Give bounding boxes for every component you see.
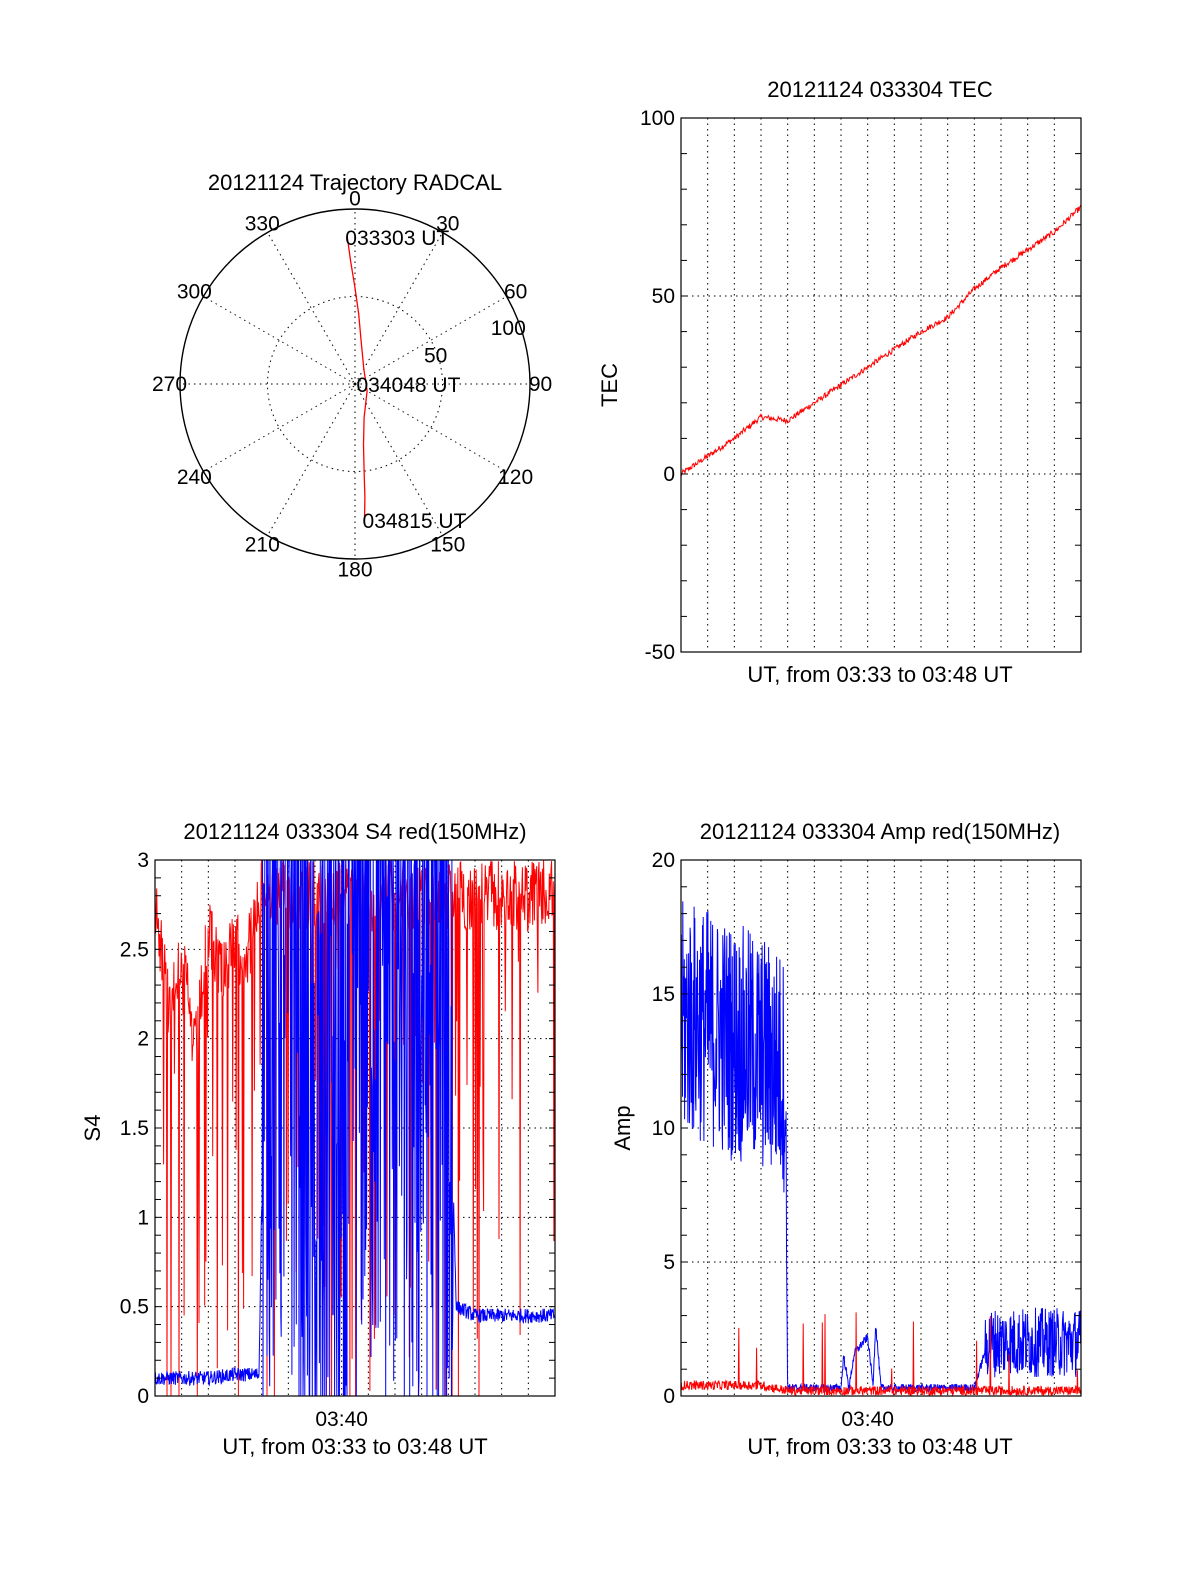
polar-azimuth-label: 150 bbox=[430, 534, 465, 557]
amp-blue-line bbox=[680, 901, 1082, 1394]
polar-center bbox=[351, 380, 359, 388]
y-tick-label: 0 bbox=[663, 1385, 675, 1408]
polar-outer-ring bbox=[179, 208, 531, 560]
amp-title: 20121124 033304 Amp red(150MHz) bbox=[700, 819, 1060, 844]
x-tick-label: 03:40 bbox=[315, 1408, 368, 1431]
y-tick-label: 1 bbox=[137, 1206, 149, 1229]
s4-x-ticks: 03:40 bbox=[315, 1408, 368, 1431]
polar-azimuth-label: 60 bbox=[504, 280, 527, 303]
polar-radial-label: 100 bbox=[491, 317, 526, 340]
x-tick-label: 03:40 bbox=[841, 1408, 894, 1431]
polar-azimuth-label: 210 bbox=[245, 534, 280, 557]
polar-azimuth-label: 30 bbox=[436, 212, 459, 235]
tec-y-ticks: -50 0 50 100 bbox=[640, 107, 1081, 664]
tec-series bbox=[680, 204, 1082, 477]
y-tick-label: 5 bbox=[663, 1251, 675, 1274]
s4-x-axis-label: UT, from 03:33 to 03:48 UT bbox=[222, 1434, 487, 1459]
tec-y-axis-label: TEC bbox=[597, 363, 622, 407]
amp-red-line bbox=[680, 1312, 1082, 1398]
y-tick-label: 0 bbox=[663, 463, 675, 486]
polar-azimuth-label: 240 bbox=[177, 466, 212, 489]
y-tick-label: 3 bbox=[137, 849, 149, 872]
tec-grid bbox=[681, 118, 1081, 652]
polar-azimuth-labels: 0 30 60 90 120 150 180 210 240 270 300 330 bbox=[152, 188, 552, 582]
polar-azimuth-label: 120 bbox=[498, 466, 533, 489]
y-tick-label: 2 bbox=[137, 1028, 149, 1051]
y-tick-label: 1.5 bbox=[120, 1117, 149, 1140]
polar-radial-labels: 50 100 bbox=[424, 317, 526, 368]
trajectory-time-label: 034048 UT bbox=[357, 374, 461, 397]
y-tick-label: 0.5 bbox=[120, 1296, 149, 1319]
tec-panel: 20121124 033304 TEC -50 0 50 100 UT, from 0… bbox=[597, 77, 1082, 687]
s4-series bbox=[154, 859, 556, 1397]
y-tick-label: 50 bbox=[652, 285, 675, 308]
tec-title: 20121124 033304 TEC bbox=[767, 77, 993, 102]
trajectory-time-label: 033303 UT bbox=[345, 227, 449, 250]
polar-azimuth-label: 300 bbox=[177, 280, 212, 303]
polar-azimuth-label: 270 bbox=[152, 373, 187, 396]
y-tick-label: -50 bbox=[645, 641, 675, 664]
s4-y-axis-label: S4 bbox=[80, 1115, 105, 1142]
polar-grid bbox=[179, 208, 531, 560]
amp-y-ticks: 0 5 10 15 20 bbox=[652, 849, 1081, 1408]
y-tick-label: 15 bbox=[652, 983, 675, 1006]
amp-series bbox=[680, 901, 1082, 1398]
polar-azimuth-label: 330 bbox=[245, 212, 280, 235]
y-tick-label: 20 bbox=[652, 849, 675, 872]
polar-radial-label: 50 bbox=[424, 345, 447, 368]
amp-grid bbox=[681, 860, 1081, 1396]
y-tick-label: 0 bbox=[137, 1385, 149, 1408]
y-tick-label: 10 bbox=[652, 1117, 675, 1140]
trajectory-annotations: 033303 UT 034048 UT 034815 UT bbox=[345, 227, 466, 533]
y-tick-label: 2.5 bbox=[120, 938, 149, 961]
amp-x-axis-label: UT, from 03:33 to 03:48 UT bbox=[747, 1434, 1012, 1459]
polar-trajectory-panel: 20121124 Trajectory RADCAL 0 30 60 90 120 150… bbox=[152, 170, 552, 582]
polar-title: 20121124 Trajectory RADCAL bbox=[208, 170, 502, 195]
trajectory-line bbox=[346, 237, 368, 521]
s4-panel: 20121124 033304 S4 red(150MHz) 0 0.5 1 1.5 2… bbox=[80, 819, 556, 1459]
s4-blue-line bbox=[154, 859, 556, 1397]
amp-y-axis-label: Amp bbox=[610, 1105, 635, 1150]
polar-radial-ring bbox=[267, 296, 443, 472]
trajectory-time-label: 034815 UT bbox=[363, 510, 467, 533]
tec-x-axis-label: UT, from 03:33 to 03:48 UT bbox=[747, 662, 1012, 687]
amp-x-ticks: 03:40 bbox=[841, 1408, 894, 1431]
polar-azimuth-label: 180 bbox=[337, 559, 372, 582]
s4-y-ticks: 0 0.5 1 1.5 2 2.5 3 bbox=[120, 849, 555, 1408]
amp-panel: 20121124 033304 Amp red(150MHz) 0 5 10 15 20… bbox=[610, 819, 1082, 1459]
y-tick-label: 100 bbox=[640, 107, 675, 130]
s4-title: 20121124 033304 S4 red(150MHz) bbox=[183, 819, 526, 844]
tec-line bbox=[680, 204, 1082, 477]
tec-plot-frame bbox=[680, 117, 1082, 653]
polar-azimuth-label: 90 bbox=[529, 373, 552, 396]
polar-azimuth-label: 0 bbox=[349, 188, 361, 211]
